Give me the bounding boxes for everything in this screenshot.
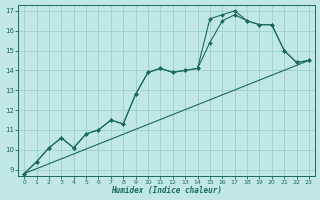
X-axis label: Humidex (Indice chaleur): Humidex (Indice chaleur) [111, 186, 222, 195]
